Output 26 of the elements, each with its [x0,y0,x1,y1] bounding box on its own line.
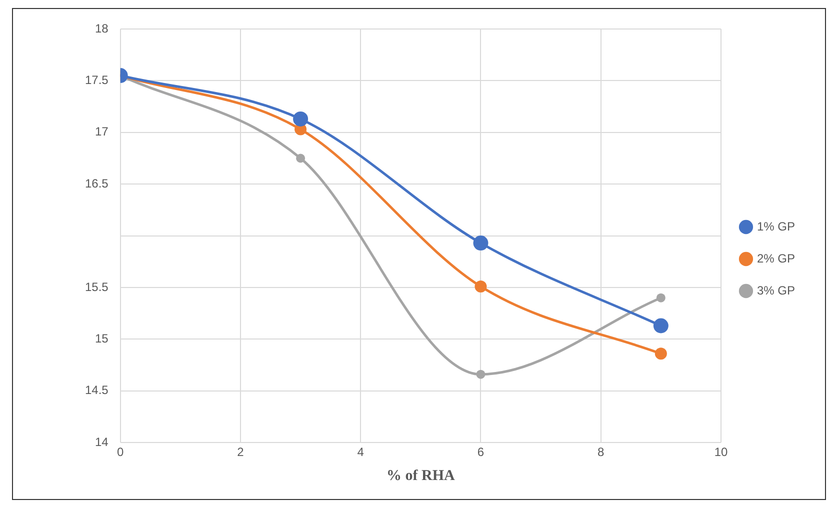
y-tick-label: 15.5 [84,280,109,294]
legend-label: 1% GP [756,219,795,234]
x-tick-label: 6 [477,445,484,460]
y-tick-label: 17 [94,124,109,139]
y-tick-label: 14.5 [84,383,109,398]
point [296,154,306,163]
x-tick-label: 0 [117,445,124,460]
x-tick-label: 8 [598,445,605,460]
point [476,370,486,379]
y-tick-label: 16.5 [84,176,109,190]
x-tick-label: 2 [237,445,244,460]
point [656,293,666,302]
legend-label: 3% GP [756,283,795,298]
y-tick-label: 14 [94,434,109,449]
x-tick-label: 10 [714,445,728,460]
point [293,111,308,126]
y-tick-label: 18 [94,21,109,36]
x-axis-title: % of RHA [386,468,455,484]
y-tick-label: 17.5 [84,73,109,88]
point [473,236,488,251]
point [654,348,667,360]
y-tick-label: 15 [94,332,109,346]
x-tick-label: 4 [357,445,364,460]
legend-label: 2% GP [756,251,795,266]
point [653,318,668,334]
point [474,280,487,292]
